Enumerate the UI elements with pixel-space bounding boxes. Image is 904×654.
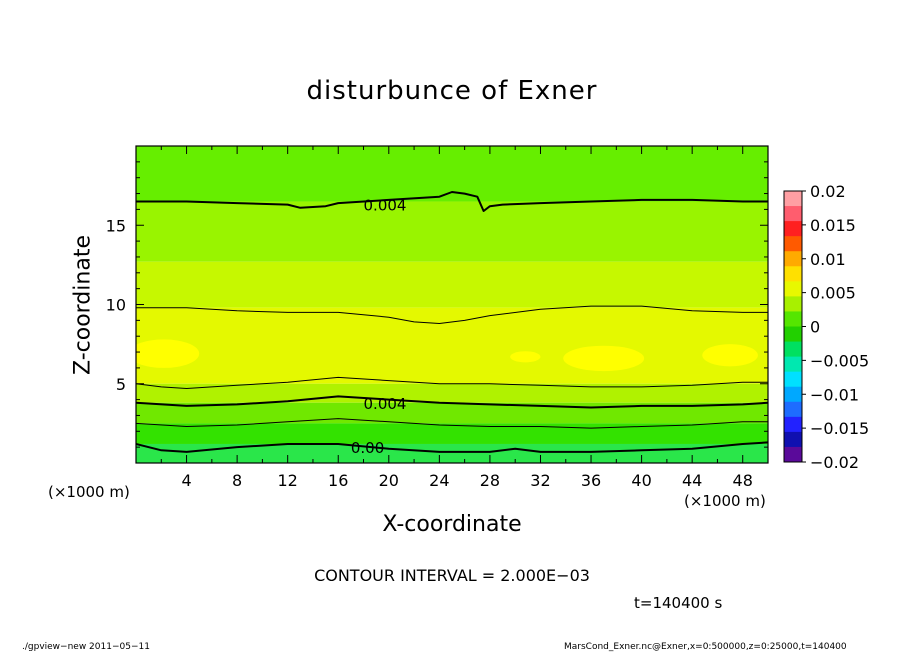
contour-interval-text: CONTOUR INTERVAL = 2.000E−03	[314, 566, 590, 585]
y-axis-ticks: 5 10 15	[106, 161, 768, 448]
contour-line-2	[136, 376, 768, 389]
field-band-7	[136, 443, 768, 463]
contour-line-5	[136, 441, 768, 453]
contour-line-3	[136, 395, 768, 409]
colorbar-segment-17	[784, 446, 802, 463]
colorbar-segment-16	[784, 431, 802, 448]
colorbar-segment-12	[784, 371, 802, 388]
x-tick-label: 28	[480, 471, 500, 490]
x-tick-label: 48	[733, 471, 753, 490]
colorbar-segment-6	[784, 281, 802, 297]
x-axis-label: X-coordinate	[382, 512, 522, 537]
colorbar-segment-7	[784, 296, 802, 312]
field-band-3	[136, 307, 768, 384]
colorbar-segment-14	[784, 401, 802, 418]
colorbar-segment-11	[784, 356, 802, 373]
footer-program-date: ./gpview−new 2011−05−11	[22, 642, 150, 652]
time-stamp: t=140400 s	[634, 594, 723, 612]
field-band-2	[136, 261, 768, 308]
y-tick-label: 15	[106, 216, 126, 235]
colorbar-segment-9	[784, 326, 802, 343]
field-band-1	[136, 201, 768, 262]
x-tick-label: 12	[278, 471, 298, 490]
colorbar-segment-8	[784, 311, 802, 327]
field-highlight-areas	[136, 339, 758, 372]
colorbar-tick-label: −0.005	[810, 351, 869, 370]
x-axis-ticks: 4 8 12 16 20 24 28 32 36 40 44 48	[160, 146, 769, 490]
colorbar: 0.02 0.015 0.01 0.005 0 −0.005 −0.01 −0.015 −0.0…	[783, 182, 869, 472]
highlight-area-0	[136, 339, 200, 368]
colorbar-tick-label: −0.01	[810, 385, 859, 404]
x-tick-label: 24	[429, 471, 449, 490]
colorbar-tick-label: 0.02	[810, 182, 846, 201]
field-band-4	[136, 383, 768, 403]
colorbar-segment-13	[784, 386, 802, 403]
field-band-0	[136, 146, 768, 202]
contour-label-2: 0.00	[351, 439, 384, 457]
highlight-area-3	[702, 344, 758, 367]
colorbar-tick-label: 0	[810, 318, 820, 337]
x-tick-label: 8	[232, 471, 242, 490]
colorbar-tick-label: 0.015	[810, 216, 856, 235]
chart-title: disturbunce of Exner	[306, 76, 598, 106]
colorbar-tick-label: −0.015	[810, 419, 869, 438]
y-tick-label: 10	[106, 296, 126, 315]
field-band-5	[136, 402, 768, 424]
x-axis-unit-left: (×1000 m)	[48, 483, 130, 501]
field-band-6	[136, 423, 768, 444]
x-tick-label: 20	[379, 471, 399, 490]
x-axis-unit-right: (×1000 m)	[684, 492, 766, 510]
colorbar-segment-3	[784, 236, 802, 252]
contour-label-0: 0.004	[364, 197, 407, 215]
x-tick-label: 44	[682, 471, 702, 490]
x-tick-label: 4	[181, 471, 191, 490]
contour-line-0	[136, 191, 768, 212]
colorbar-tick-label: 0.005	[810, 284, 856, 303]
colorbar-tick-label: 0.01	[810, 250, 846, 269]
x-tick-label: 16	[328, 471, 348, 490]
colorbar-tick-label: −0.02	[810, 453, 859, 472]
colorbar-segment-4	[784, 251, 802, 267]
contour-lines	[136, 191, 768, 453]
colorbar-segment-5	[784, 266, 802, 282]
y-tick-label: 5	[116, 375, 126, 394]
x-tick-label: 36	[581, 471, 601, 490]
field-bands	[136, 146, 768, 463]
highlight-area-1	[510, 351, 541, 363]
colorbar-segment-10	[784, 341, 802, 358]
x-tick-label: 32	[530, 471, 550, 490]
colorbar-segment-1	[784, 206, 802, 222]
colorbar-segment-0	[784, 191, 802, 207]
contour-line-4	[136, 418, 768, 429]
y-axis-label: Z-coordinate	[70, 235, 96, 375]
colorbar-segment-15	[784, 416, 802, 433]
contour-label-1: 0.004	[364, 395, 407, 413]
contour-labels: 0.004 0.004 0.00	[351, 197, 407, 458]
contour-line-1	[136, 305, 768, 324]
footer-file-info: MarsCond_Exner.nc@Exner,x=0:500000,z=0:2…	[564, 642, 847, 652]
highlight-area-2	[563, 345, 645, 372]
colorbar-segment-2	[784, 221, 802, 237]
x-tick-label: 40	[631, 471, 651, 490]
